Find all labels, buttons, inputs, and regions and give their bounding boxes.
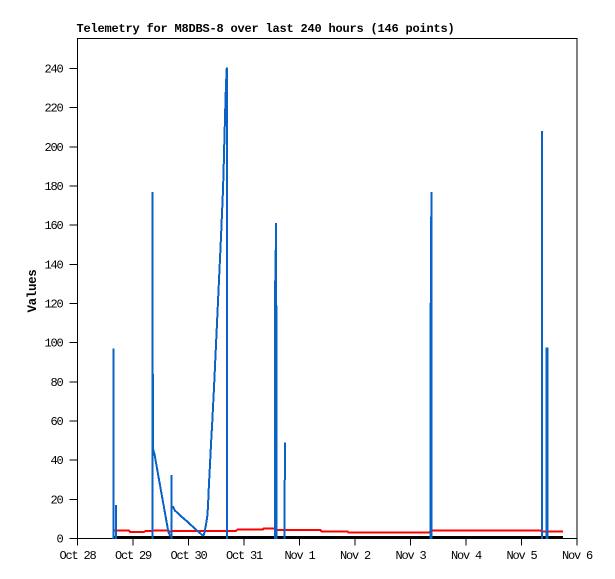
svg-text:100: 100 xyxy=(44,337,63,351)
svg-text:240: 240 xyxy=(44,63,63,77)
svg-text:Nov 4: Nov 4 xyxy=(451,549,482,563)
svg-text:Nov 6: Nov 6 xyxy=(562,549,593,563)
svg-text:Nov 3: Nov 3 xyxy=(395,549,426,563)
svg-text:140: 140 xyxy=(44,258,63,272)
svg-text:Nov 1: Nov 1 xyxy=(284,549,315,563)
svg-text:180: 180 xyxy=(44,180,63,194)
svg-text:0: 0 xyxy=(56,533,63,547)
svg-text:Nov 2: Nov 2 xyxy=(340,549,371,563)
svg-text:60: 60 xyxy=(50,415,63,429)
svg-text:40: 40 xyxy=(50,454,63,468)
svg-text:Oct 30: Oct 30 xyxy=(170,549,207,563)
svg-text:Oct 28: Oct 28 xyxy=(59,549,96,563)
svg-text:20: 20 xyxy=(50,493,63,507)
svg-text:Oct 31: Oct 31 xyxy=(226,549,263,563)
svg-text:160: 160 xyxy=(44,219,63,233)
svg-text:Nov 5: Nov 5 xyxy=(506,549,537,563)
svg-text:80: 80 xyxy=(50,376,63,390)
svg-text:Oct 29: Oct 29 xyxy=(115,549,152,563)
svg-text:Telemetry for M8DBS-8 over las: Telemetry for M8DBS-8 over last 240 hour… xyxy=(77,22,455,36)
svg-text:Values: Values xyxy=(26,270,40,313)
svg-text:220: 220 xyxy=(44,102,63,116)
svg-text:200: 200 xyxy=(44,141,63,155)
svg-text:120: 120 xyxy=(44,298,63,312)
